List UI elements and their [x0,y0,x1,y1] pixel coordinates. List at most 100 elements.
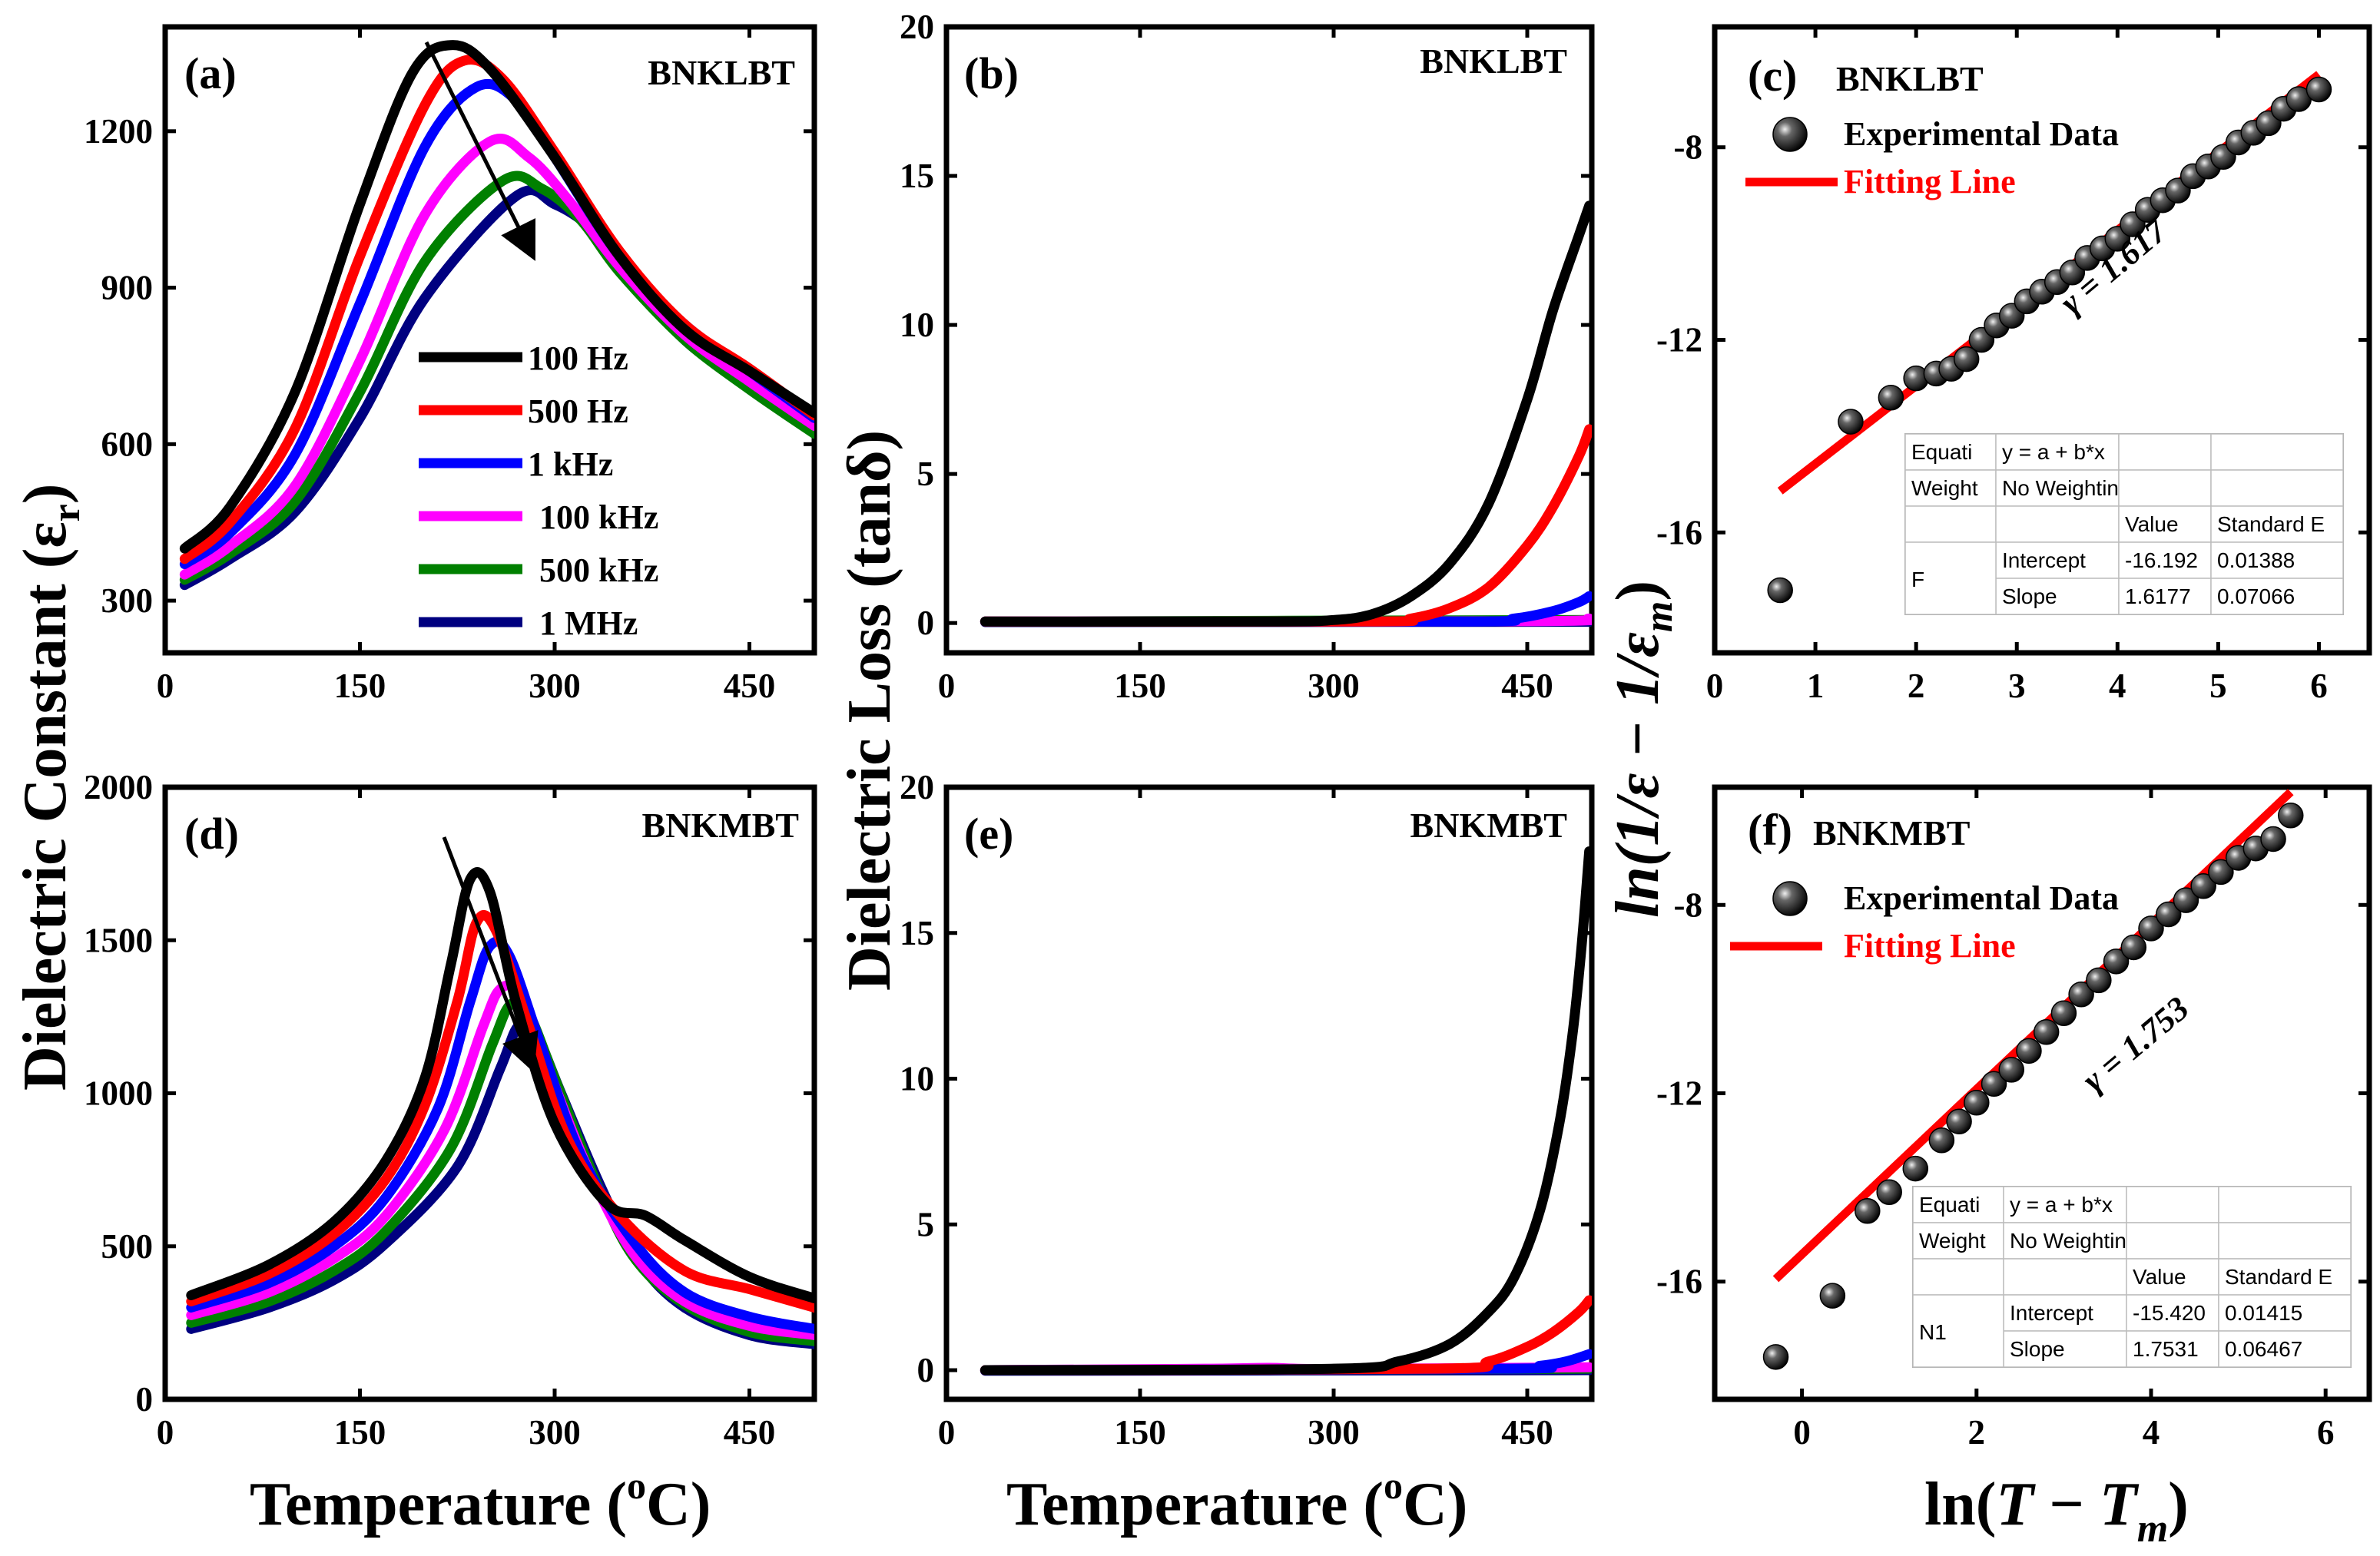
stats-cell [2218,1222,2352,1260]
frequency-arrow [442,836,539,1073]
stats-table: Equati y = a + b*x Weight No Weighting Value… [1912,1186,2352,1368]
legend-label-fit: Fitting Line [1844,927,2016,965]
y-tick-label: 0 [917,604,935,642]
stats-cell [1912,1186,2004,1223]
y-tick-label: 5 [917,455,935,493]
y-tick-label: 1500 [84,921,153,959]
series-line-100-hz [980,846,1592,1376]
data-point [1819,1283,1846,1309]
stats-cell-text: 0.06467 [2225,1337,2302,1361]
stats-cell [2118,469,2212,507]
stats-cell-text: y = a + b*x [2002,440,2105,464]
data-point [1981,1071,2007,1097]
x-tick-label: 0 [1706,667,1724,705]
panel-label: (f) [1748,805,1792,855]
legend-label-experimental: Experimental Data [1844,879,2119,917]
fitting-line [1772,789,2294,1283]
data-point [1855,1198,1881,1224]
data-point [2138,915,2164,942]
stats-cell [2218,1258,2352,1296]
stats-cell [2210,505,2344,543]
x-tick-label: 4 [2143,1413,2160,1452]
stats-cell-text: Value [2125,512,2179,536]
x-tick-label: 150 [1114,667,1166,705]
x-tick-label: 300 [529,1413,581,1452]
x-tick-label: 450 [724,667,776,705]
x-tick-label: 0 [938,667,956,705]
stats-cell-text: Weight [1919,1229,1986,1253]
data-point [2033,1019,2060,1045]
stats-cell [2126,1186,2219,1223]
panel-title: BNKMBT [1410,806,1567,845]
series-line-1-khz [179,78,814,570]
x-tick-label: 150 [1114,1413,1166,1452]
data-point [1838,409,1864,435]
stats-cell-text: 0.01388 [2217,548,2295,572]
stats-cell-text: Intercept [2010,1301,2093,1325]
panel-b: 0 150 300 450 0 5 10 15 20 (b) BNKLBT [900,8,1595,705]
x-axis-label-ln-t: ln(T − Tm) [1924,1471,2189,1551]
legend-label: 1 kHz [528,445,613,483]
legend-label: 500 kHz [539,551,658,589]
stats-cell [1904,505,1997,543]
data-point [2190,872,2216,899]
y-axis-label-dielectric-constant: Dielectric Constant (εr) [12,484,88,1091]
panel-label: (a) [184,48,237,98]
data-point [1767,577,1793,604]
y-tick-label: -12 [1656,321,1702,359]
gamma-annotation: γ = 1.753 [2075,989,2196,1099]
stats-cell-text: Slope [2002,584,2057,608]
plot-area [1762,789,2304,1370]
y-tick-label: 0 [917,1351,935,1389]
legend-label: 100 kHz [539,498,658,536]
data-point [2068,982,2094,1008]
y-tick-label: 10 [900,1060,934,1098]
series-line-100-hz [186,867,814,1303]
stats-cell [1912,1258,2004,1296]
stats-cell [2003,1258,2127,1296]
y-tick-label: 1000 [84,1074,153,1113]
stats-table: Equati y = a + b*x Weight No Weighting Value… [1904,433,2344,615]
y-tick-label: 2000 [84,768,153,806]
panel-title: BNKLBT [648,53,795,92]
y-tick-label: 5 [917,1205,935,1243]
panel-label: (d) [184,809,239,859]
x-tick-label: 6 [2317,1413,2335,1452]
data-point [1964,1090,1990,1116]
y-tick-label: 500 [101,1227,154,1266]
data-point [2016,1038,2042,1064]
series-line-100-hz [179,40,814,554]
y-tick-label: 600 [101,425,154,463]
x-tick-label: 300 [1308,667,1360,705]
panel-d: 0 150 300 450 0 500 1000 1500 2000 (d) BNKMBT [84,768,817,1452]
data-point [2208,859,2234,886]
x-tick-label: 0 [1793,1413,1811,1452]
x-tick-label: 0 [938,1413,956,1452]
stats-cell-text: 1.6177 [2125,584,2191,608]
panel-label: (e) [964,809,1013,859]
stats-cell [2126,1294,2219,1332]
plot-area [186,867,814,1349]
legend-label-fit: Fitting Line [1844,163,2016,200]
stats-cell-text: Equati [1911,440,1972,464]
stats-cell-text: 0.07066 [2217,584,2295,608]
x-tick-label: 0 [157,667,174,705]
stats-cell [1995,469,2120,507]
data-point [1878,384,1904,411]
y-tick-label: 15 [900,157,934,195]
data-point [1998,1057,2024,1083]
x-tick-label: 0 [157,1413,174,1452]
y-axis-label-dielectric-loss: Dielectric Loss (tanδ) [836,430,903,991]
y-tick-label: -16 [1656,1263,1702,1301]
stats-cell-text: Equati [1919,1193,1980,1217]
y-axis-label-ln: ln(1/ε − 1/εm) [1604,581,1681,918]
data-point [2086,967,2112,994]
stats-cell [2126,1222,2219,1260]
stats-cell [2003,1294,2127,1332]
legend-label-experimental: Experimental Data [1844,115,2119,153]
panel-e: 0 150 300 450 0 5 10 15 20 (e) BNKMBT [900,768,1595,1452]
data-point [2260,826,2286,852]
panel-title: BNKLBT [1836,59,1984,98]
panel-a: 0 150 300 450 300 600 900 1200 (a) BNKLBT [84,24,817,705]
